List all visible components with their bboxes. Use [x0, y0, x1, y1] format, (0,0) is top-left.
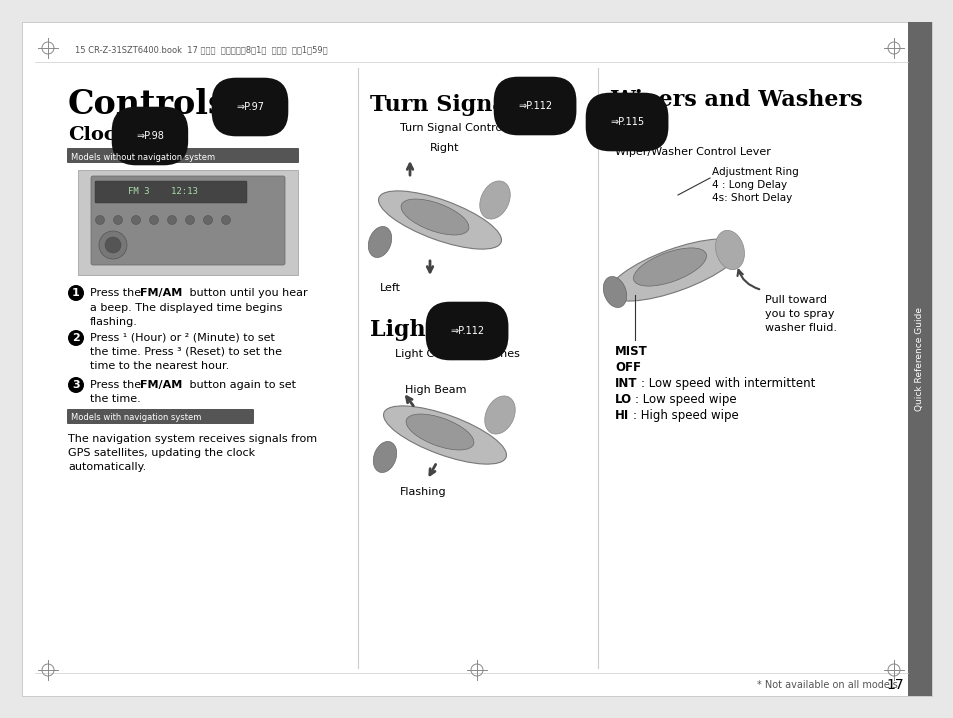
Circle shape — [185, 215, 194, 225]
Bar — [907, 22, 931, 696]
Text: Pull toward: Pull toward — [764, 295, 826, 305]
Circle shape — [150, 215, 158, 225]
Text: ⇒P.97: ⇒P.97 — [235, 102, 264, 112]
Ellipse shape — [608, 239, 740, 301]
Text: Press ¹ (Hour) or ² (Minute) to set: Press ¹ (Hour) or ² (Minute) to set — [90, 333, 274, 343]
Text: button again to set: button again to set — [186, 380, 295, 390]
Text: HI: HI — [615, 409, 629, 422]
Text: Press the: Press the — [90, 288, 145, 298]
Bar — [78, 170, 297, 275]
Text: : Low speed wipe: : Low speed wipe — [635, 393, 736, 406]
Text: The navigation system receives signals from: The navigation system receives signals f… — [68, 434, 316, 444]
Text: you to spray: you to spray — [764, 309, 834, 319]
Ellipse shape — [406, 414, 474, 450]
Text: * Not available on all models: * Not available on all models — [757, 680, 897, 690]
Circle shape — [113, 215, 122, 225]
Text: 4 : Long Delay: 4 : Long Delay — [711, 180, 786, 190]
Ellipse shape — [383, 406, 506, 464]
Text: a beep. The displayed time begins: a beep. The displayed time begins — [90, 303, 282, 313]
Text: ⇒P.98: ⇒P.98 — [136, 131, 164, 141]
Text: 17: 17 — [885, 678, 903, 692]
Ellipse shape — [484, 396, 515, 434]
Text: INT: INT — [615, 377, 637, 390]
Text: the time. Press ³ (Reset) to set the: the time. Press ³ (Reset) to set the — [90, 347, 282, 357]
Ellipse shape — [602, 276, 626, 307]
Circle shape — [221, 215, 231, 225]
Circle shape — [168, 215, 176, 225]
Text: OFF: OFF — [615, 361, 640, 374]
Circle shape — [99, 231, 127, 259]
Text: MIST: MIST — [615, 345, 647, 358]
FancyBboxPatch shape — [91, 176, 285, 265]
Text: washer fluid.: washer fluid. — [764, 323, 836, 333]
Text: Low Beam: Low Beam — [388, 415, 445, 425]
Text: Models without navigation system: Models without navigation system — [71, 152, 214, 162]
Text: Light Control Switches: Light Control Switches — [395, 349, 519, 359]
Circle shape — [132, 215, 140, 225]
Text: 15 CR-Z-31SZT6400.book  17 ページ  ２０１４年8月1日  金曜日  午後1時59分: 15 CR-Z-31SZT6400.book 17 ページ ２０１４年8月1日 … — [75, 45, 327, 55]
Text: Press the: Press the — [90, 380, 145, 390]
Text: Lights: Lights — [370, 319, 448, 341]
Text: : High speed wipe: : High speed wipe — [633, 409, 738, 422]
Text: ⇒P.115: ⇒P.115 — [609, 117, 643, 127]
Text: Adjustment Ring: Adjustment Ring — [711, 167, 798, 177]
Ellipse shape — [633, 248, 706, 286]
Text: Right: Right — [430, 143, 459, 153]
Circle shape — [68, 285, 84, 301]
Text: ⇒P.112: ⇒P.112 — [450, 326, 483, 336]
Text: FM 3    12:13: FM 3 12:13 — [128, 187, 197, 197]
Text: 4s: Short Delay: 4s: Short Delay — [711, 193, 791, 203]
Text: : Low speed with intermittent: : Low speed with intermittent — [640, 377, 815, 390]
Text: Clock: Clock — [68, 126, 129, 144]
Circle shape — [95, 215, 105, 225]
Circle shape — [203, 215, 213, 225]
Ellipse shape — [368, 226, 392, 258]
Text: Left: Left — [379, 283, 400, 293]
FancyBboxPatch shape — [67, 148, 298, 163]
Text: the time.: the time. — [90, 394, 141, 404]
FancyBboxPatch shape — [67, 409, 253, 424]
FancyBboxPatch shape — [95, 181, 247, 203]
Text: FM/AM: FM/AM — [140, 288, 182, 298]
Text: Wiper/Washer Control Lever: Wiper/Washer Control Lever — [615, 147, 770, 157]
Text: 3: 3 — [72, 380, 80, 390]
Ellipse shape — [715, 230, 743, 270]
Circle shape — [105, 237, 121, 253]
Text: FM/AM: FM/AM — [140, 380, 182, 390]
Ellipse shape — [400, 199, 469, 235]
Text: Quick Reference Guide: Quick Reference Guide — [915, 307, 923, 411]
Text: Models with navigation system: Models with navigation system — [71, 414, 201, 422]
Text: Controls: Controls — [68, 88, 228, 121]
Text: LO: LO — [615, 393, 632, 406]
Text: Wipers and Washers: Wipers and Washers — [609, 89, 862, 111]
Text: Turn Signal Control Lever: Turn Signal Control Lever — [399, 123, 539, 133]
Circle shape — [68, 330, 84, 346]
Text: GPS satellites, updating the clock: GPS satellites, updating the clock — [68, 448, 254, 458]
Text: automatically.: automatically. — [68, 462, 146, 472]
Ellipse shape — [378, 191, 501, 249]
Text: flashing.: flashing. — [90, 317, 138, 327]
Text: High Beam: High Beam — [405, 385, 466, 395]
Text: Flashing: Flashing — [399, 487, 446, 497]
Ellipse shape — [479, 181, 510, 219]
Ellipse shape — [373, 442, 396, 472]
Text: button until you hear: button until you hear — [186, 288, 307, 298]
Text: 2: 2 — [72, 333, 80, 343]
Text: ⇒P.112: ⇒P.112 — [517, 101, 552, 111]
Text: Turn Signals: Turn Signals — [370, 94, 527, 116]
Circle shape — [68, 377, 84, 393]
Text: time to the nearest hour.: time to the nearest hour. — [90, 361, 229, 371]
Text: 1: 1 — [72, 288, 80, 298]
